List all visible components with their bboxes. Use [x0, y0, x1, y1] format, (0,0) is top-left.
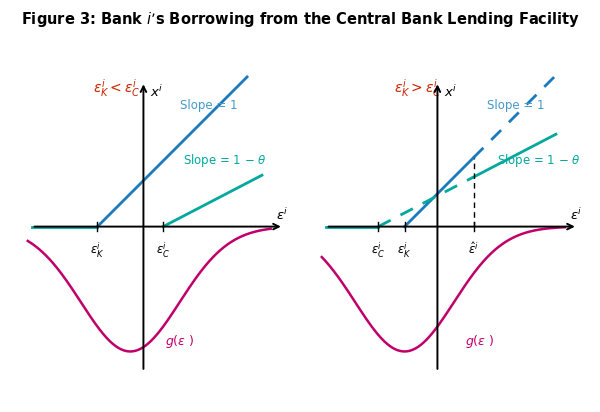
Text: Slope = 1 $-$ $\theta$: Slope = 1 $-$ $\theta$ — [183, 152, 266, 169]
Text: $\varepsilon_C^i$: $\varepsilon_C^i$ — [156, 241, 170, 260]
Text: Slope = 1: Slope = 1 — [487, 98, 544, 112]
Text: $\varepsilon_K^i < \varepsilon_C^i$: $\varepsilon_K^i < \varepsilon_C^i$ — [94, 77, 141, 99]
Text: $\hat{\varepsilon}^i$: $\hat{\varepsilon}^i$ — [468, 241, 479, 257]
Text: $x^i$: $x^i$ — [444, 84, 457, 101]
Text: $x^i$: $x^i$ — [150, 84, 163, 101]
Text: Slope = 1: Slope = 1 — [179, 98, 237, 112]
Text: Slope = 1 $-$ $\theta$: Slope = 1 $-$ $\theta$ — [497, 152, 580, 169]
Text: $g(\varepsilon\ )$: $g(\varepsilon\ )$ — [466, 333, 495, 350]
Text: $g(\varepsilon\ )$: $g(\varepsilon\ )$ — [165, 333, 194, 350]
Text: $\varepsilon^i$: $\varepsilon^i$ — [276, 207, 289, 223]
Text: $\varepsilon_K^i$: $\varepsilon_K^i$ — [90, 241, 104, 260]
Text: $\varepsilon_K^i$: $\varepsilon_K^i$ — [397, 241, 412, 260]
Text: Figure 3: Bank $\mathit{i}$’s Borrowing from the Central Bank Lending Facility: Figure 3: Bank $\mathit{i}$’s Borrowing … — [20, 10, 580, 29]
Text: $\varepsilon_K^i > \varepsilon_C^i$: $\varepsilon_K^i > \varepsilon_C^i$ — [394, 77, 442, 99]
Text: $\varepsilon^i$: $\varepsilon^i$ — [570, 207, 583, 223]
Text: $\varepsilon_C^i$: $\varepsilon_C^i$ — [371, 241, 385, 260]
